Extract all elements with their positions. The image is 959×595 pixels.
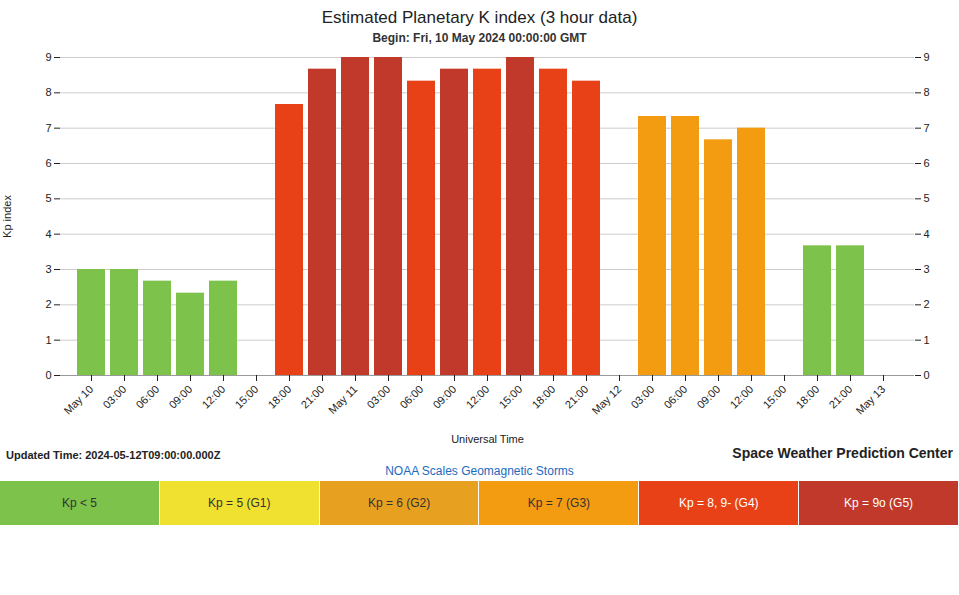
svg-text:15:00: 15:00 [496,383,524,411]
svg-text:3: 3 [45,263,51,275]
html-text:Updated Time: 2024-05-12T09:00: Updated Time: 2024-05-12T09:00:00.000Z [6,449,221,461]
svg-text:12:00: 12:00 [463,383,491,411]
svg-text:03:00: 03:00 [364,383,392,411]
html-text:Kp = 9o (G5): Kp = 9o (G5) [844,496,914,510]
html-text:NOAA Scales Geomagnetic Storms: NOAA Scales Geomagnetic Storms [385,464,574,478]
svg-text:Kp index: Kp index [1,195,13,238]
html-text:Begin: Fri, 10 May 2024 00:00:: Begin: Fri, 10 May 2024 00:00:00 GMT [372,31,587,45]
svg-text:18:00: 18:00 [529,383,557,411]
svg-text:12:00: 12:00 [727,383,755,411]
svg-text:03:00: 03:00 [100,383,128,411]
svg-text:May 10: May 10 [61,383,95,417]
svg-text:15:00: 15:00 [232,383,260,411]
html-text:Kp < 5: Kp < 5 [61,496,97,510]
svg-text:12:00: 12:00 [199,383,227,411]
svg-text:06:00: 06:00 [133,383,161,411]
svg-text:21:00: 21:00 [826,383,854,411]
svg-text:09:00: 09:00 [166,383,194,411]
svg-text:0: 0 [45,369,51,381]
svg-text:5: 5 [45,192,51,204]
svg-text:7: 7 [45,122,51,134]
svg-text:21:00: 21:00 [562,383,590,411]
svg-text:9: 9 [924,51,930,63]
html-text:Kp = 8, 9- (G4): Kp = 8, 9- (G4) [678,496,759,510]
svg-text:7: 7 [924,122,930,134]
html-text:Kp = 6 (G2): Kp = 6 (G2) [367,496,431,510]
svg-text:03:00: 03:00 [628,383,656,411]
svg-text:21:00: 21:00 [298,383,326,411]
svg-text:4: 4 [924,228,930,240]
svg-text:6: 6 [45,157,51,169]
svg-text:06:00: 06:00 [397,383,425,411]
html-text:Space Weather Prediction Cente: Space Weather Prediction Center [732,445,953,461]
svg-text:15:00: 15:00 [760,383,788,411]
svg-text:May 13: May 13 [853,383,887,417]
html-text:Kp = 5 (G1): Kp = 5 (G1) [208,496,271,510]
svg-text:8: 8 [924,86,930,98]
svg-text:May 11: May 11 [326,383,359,416]
svg-text:4: 4 [45,228,51,240]
svg-text:06:00: 06:00 [661,383,689,411]
svg-text:5: 5 [924,192,930,204]
svg-text:May 12: May 12 [589,383,623,417]
svg-text:18:00: 18:00 [265,383,293,411]
svg-text:0: 0 [924,369,930,381]
svg-text:Universal Time: Universal Time [451,433,524,445]
svg-text:6: 6 [924,157,930,169]
svg-text:1: 1 [924,334,930,346]
svg-text:2: 2 [45,298,51,310]
svg-text:2: 2 [924,298,930,310]
svg-text:1: 1 [45,334,51,346]
html-text:Kp = 7 (G3): Kp = 7 (G3) [527,496,591,510]
svg-text:3: 3 [924,263,930,275]
svg-text:18:00: 18:00 [793,383,821,411]
svg-text:09:00: 09:00 [430,383,458,411]
svg-text:9: 9 [45,51,51,63]
html-text:Estimated Planetary K index (3: Estimated Planetary K index (3 hour data… [321,8,638,27]
svg-text:09:00: 09:00 [694,383,722,411]
svg-text:8: 8 [45,86,51,98]
